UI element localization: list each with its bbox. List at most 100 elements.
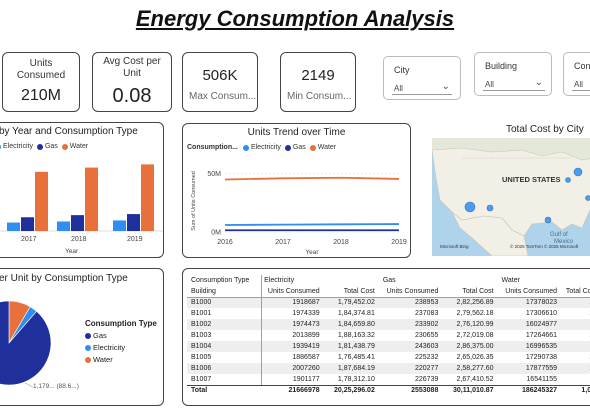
legend-label: Water bbox=[69, 143, 89, 150]
table-cell: 2,79,562.18 bbox=[456, 310, 494, 317]
consumption-slicer-label: Cons bbox=[574, 61, 590, 71]
table-cell: Total Cost bbox=[462, 287, 494, 295]
map-title: Total Cost by City bbox=[506, 124, 584, 135]
legend-label: Electricity bbox=[93, 343, 126, 352]
matrix-table-panel[interactable]: Consumption Type Electricity Gas Water Build… bbox=[182, 268, 590, 406]
table-cell: 233902 bbox=[415, 321, 439, 328]
legend-item-water[interactable]: Water bbox=[61, 143, 89, 150]
bar-water-2017[interactable] bbox=[35, 171, 48, 231]
pie-chart-title: er Unit by Consumption Type bbox=[0, 273, 128, 284]
city-slicer-label: City bbox=[394, 65, 410, 75]
bar-electricity-2019[interactable] bbox=[113, 220, 126, 231]
table-row[interactable]: B1005 1886587 1,76,485.41 225232 2,65,026.35… bbox=[187, 352, 590, 363]
table-row[interactable]: B1006 2007260 1,87,684.19 220277 2,58,277.60… bbox=[187, 363, 590, 374]
bar-water-2018[interactable] bbox=[85, 167, 98, 231]
table-cell: 1,08, bbox=[561, 384, 590, 396]
legend-item-electricity[interactable]: Electricity bbox=[0, 143, 33, 150]
chevron-down-icon: ⌄ bbox=[441, 81, 450, 92]
table-cell: Total bbox=[187, 384, 261, 396]
line-electricity[interactable] bbox=[224, 223, 400, 226]
consumption-dropdown-value: All bbox=[574, 80, 583, 89]
city-bubble[interactable] bbox=[486, 204, 494, 212]
x-axis-title: Year bbox=[65, 248, 79, 255]
kpi-avg-cost-value: 0.08 bbox=[112, 85, 152, 107]
table-cell: 10 bbox=[561, 297, 590, 308]
bar-gas-2019[interactable] bbox=[127, 214, 140, 231]
city-bubble[interactable] bbox=[544, 216, 552, 224]
bar-gas-2017[interactable] bbox=[21, 217, 34, 231]
table-cell: 1,87,684.19 bbox=[337, 365, 375, 372]
kpi-max-consumption[interactable]: 506K Max Consum... bbox=[182, 52, 258, 112]
table-cell: B1005 bbox=[191, 354, 212, 361]
map-bing-credit: Microsoft Bing bbox=[440, 244, 469, 249]
table-cell: B1003 bbox=[191, 332, 212, 339]
bar-electricity-2017[interactable] bbox=[7, 222, 20, 231]
map-canada bbox=[432, 138, 590, 160]
legend-item-gas[interactable]: Gas bbox=[284, 144, 306, 151]
kpi-units-consumed[interactable]: Units Consumed 210M bbox=[2, 52, 80, 112]
bar-gas-2018[interactable] bbox=[71, 215, 84, 231]
legend-item-water[interactable]: Water bbox=[309, 144, 336, 151]
table-row[interactable]: B1002 1974473 1,84,659.80 233902 2,76,120.99… bbox=[187, 319, 590, 330]
legend-item-gas[interactable]: Gas bbox=[36, 143, 58, 150]
y-axis-title: Sum of Units Consumed bbox=[191, 171, 197, 231]
table-header-row[interactable]: Consumption Type Electricity Gas Water bbox=[187, 275, 590, 286]
map-tomtom-credit: © 2025 TomTom © 2025 Microsoft bbox=[510, 243, 579, 249]
x-tick-label: 2018 bbox=[333, 239, 349, 246]
legend-item-electricity[interactable]: Electricity bbox=[85, 343, 153, 352]
table-row[interactable]: B1003 2013899 1,88,163.32 230655 2,72,019.08… bbox=[187, 330, 590, 341]
table-row[interactable]: B1001 1974339 1,84,374.81 237083 2,79,562.18… bbox=[187, 308, 590, 319]
map-panel[interactable]: Total Cost by City UNITED STATES Gulf of… bbox=[428, 122, 590, 256]
kpi-min-consumption[interactable]: 2149 Min Consum... bbox=[280, 52, 356, 112]
city-dropdown[interactable]: All ⌄ bbox=[392, 81, 452, 95]
table-cell: 2007260 bbox=[292, 365, 320, 372]
kpi-max-consumption-value: 506K bbox=[202, 67, 238, 84]
map-country-label: UNITED STATES bbox=[502, 175, 560, 184]
table-cell: 10 bbox=[561, 308, 590, 319]
city-bubble[interactable] bbox=[573, 167, 583, 177]
table-cell: Building bbox=[191, 287, 216, 295]
table-total-row[interactable]: Total 21666978 20,25,296.02 2553088 30,11,01… bbox=[187, 384, 590, 396]
line-water[interactable] bbox=[224, 176, 400, 181]
consumption-slicer[interactable]: Cons All bbox=[563, 52, 590, 96]
bar-water-2019[interactable] bbox=[141, 164, 154, 231]
bar-chart-panel[interactable]: by Year and Consumption Type Electricity… bbox=[0, 122, 164, 258]
legend-dot-electricity bbox=[242, 144, 249, 151]
x-tick-label: 2019 bbox=[127, 236, 143, 243]
table-row[interactable]: B1004 1939419 1,81,438.79 243603 2,86,375.00… bbox=[187, 341, 590, 352]
table-cell: 2,58,277.60 bbox=[456, 365, 494, 372]
legend-dot-electricity bbox=[0, 143, 1, 150]
legend-item-gas[interactable]: Gas bbox=[85, 331, 153, 340]
kpi-avg-cost[interactable]: Avg Cost per Unit 0.08 bbox=[92, 52, 172, 112]
pie-chart-panel[interactable]: er Unit by Consumption Type Consumption … bbox=[0, 268, 164, 406]
city-bubble[interactable] bbox=[565, 177, 571, 183]
table-cell: 2,72,019.08 bbox=[456, 332, 494, 339]
consumption-dropdown[interactable]: All bbox=[572, 77, 590, 91]
us-map[interactable]: UNITED STATES Gulf of Mexico Microsoft B… bbox=[432, 138, 590, 256]
legend-dot-gas bbox=[284, 144, 291, 151]
kpi-avg-cost-label: Avg Cost per Unit bbox=[103, 56, 161, 79]
table-cell: 1974473 bbox=[292, 321, 320, 328]
table-cell: 1,84,374.81 bbox=[337, 310, 375, 317]
table-cell: B1007 bbox=[191, 375, 212, 383]
building-dropdown[interactable]: All ⌄ bbox=[483, 77, 545, 91]
table-cell: 17378023 bbox=[525, 299, 558, 307]
table-cell: Consumption Type bbox=[191, 277, 250, 284]
table-row[interactable]: B1000 1918687 1,79,452.02 238953 2,82,256.89… bbox=[187, 297, 590, 308]
building-slicer[interactable]: Building All ⌄ bbox=[474, 52, 552, 96]
table-cell: 2,76,120.99 bbox=[456, 321, 494, 328]
legend-item-water[interactable]: Water bbox=[85, 355, 153, 364]
legend-item-electricity[interactable]: Electricity bbox=[242, 144, 281, 151]
trend-chart-panel[interactable]: Units Trend over Time Consumption... Ele… bbox=[182, 123, 411, 258]
pie-slice-gas[interactable] bbox=[0, 300, 52, 386]
city-bubble[interactable] bbox=[464, 201, 476, 213]
table-header-row[interactable]: Building Units Consumed Total Cost Units Co… bbox=[187, 286, 590, 297]
table-cell: 17290738 bbox=[525, 354, 558, 361]
city-slicer[interactable]: City All ⌄ bbox=[383, 56, 461, 100]
bar-electricity-2018[interactable] bbox=[57, 221, 70, 231]
table-cell: 2,82,256.89 bbox=[456, 299, 494, 307]
city-bubble[interactable] bbox=[585, 195, 590, 201]
table-row[interactable]: B1007 1901177 1,78,312.10 226739 2,67,410.52… bbox=[187, 374, 590, 385]
trend-chart-title: Units Trend over Time bbox=[247, 127, 346, 138]
table-cell: 1974339 bbox=[292, 310, 320, 317]
